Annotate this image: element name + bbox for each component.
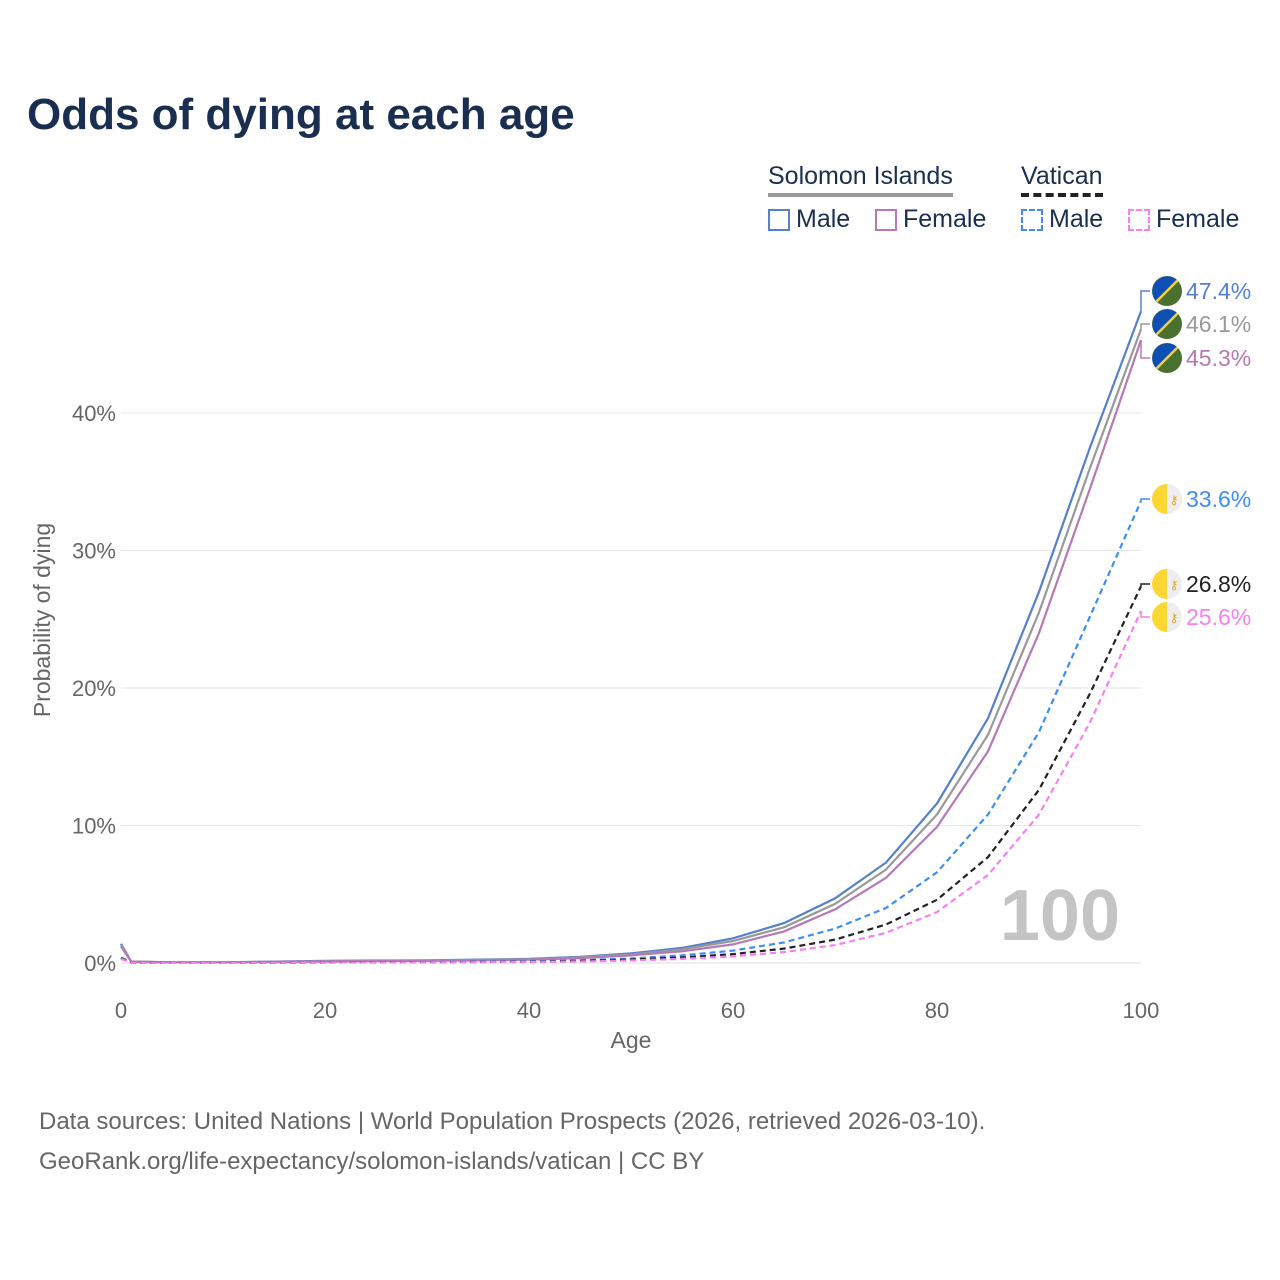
y-tick-label: 30% [72,539,116,564]
end-value-label: 26.8% [1186,571,1251,597]
flag-part [1152,343,1178,369]
x-tick-label: 20 [313,998,337,1023]
end-value-label: 25.6% [1186,604,1251,630]
y-axis-label: Probability of dying [29,523,55,717]
label-connector [1140,498,1150,501]
end-value-label: 47.4% [1186,278,1251,304]
x-tick-label: 0 [115,998,127,1023]
flag-stripe [1155,346,1179,370]
label-connector [1140,290,1150,312]
legend-label: Male [796,205,851,233]
series-line-5 [120,610,1143,965]
legend-label: Female [1156,205,1240,233]
y-tick-label: 10% [72,814,116,839]
label-connector [1140,611,1150,618]
flag-part [1152,309,1178,335]
legend-label: Female [903,205,987,233]
series-line-4 [120,585,1142,965]
series-line-0 [120,310,1143,964]
label-connector [1140,340,1150,359]
x-tick-label: 60 [721,998,745,1023]
legend-vatican-male: Male [1021,205,1103,234]
age-watermark: 100 [1000,876,1120,956]
keys-emblem: ⚷ [1170,611,1179,625]
flag-part [1152,569,1167,599]
chart-title: Odds of dying at each age [27,90,575,139]
legend-swatch [1021,208,1043,231]
legend-solomon-islands: Solomon Islands [768,162,953,197]
legend-swatch [875,208,897,231]
legend-vatican: Vatican [1021,162,1103,197]
flag-part [1152,276,1178,302]
flag-stripe [1155,312,1179,336]
x-tick-label: 40 [517,998,541,1023]
x-tick-label: 100 [1123,998,1160,1023]
y-tick-label: 0% [84,951,116,976]
y-tick-label: 20% [72,676,116,701]
x-axis-label: Age [611,1027,652,1053]
end-value-label: 46.1% [1186,311,1251,337]
legend-vatican-female: Female [1128,205,1239,234]
series-line-2 [120,339,1143,964]
legend-label: Male [1049,205,1104,233]
series-line-1 [120,328,1143,964]
end-value-label: 33.6% [1186,486,1251,512]
label-connector [1140,583,1150,587]
legend-solomon-female: Female [875,205,986,234]
keys-emblem: ⚷ [1170,493,1179,507]
flag-part [1152,602,1167,632]
end-value-label: 45.3% [1186,345,1251,371]
label-connector [1140,323,1150,330]
flag-stripe [1155,279,1179,303]
y-tick-label: 40% [72,401,116,426]
flag-part [1152,484,1167,514]
legend-solomon-male: Male [768,205,850,234]
legend-swatch [768,208,790,231]
source-line-2: GeoRank.org/life-expectancy/solomon-isla… [39,1148,705,1175]
keys-emblem: ⚷ [1170,578,1179,592]
x-tick-label: 80 [925,998,949,1023]
legend-swatch [1128,208,1150,231]
source-line-1: Data sources: United Nations | World Pop… [39,1108,986,1135]
